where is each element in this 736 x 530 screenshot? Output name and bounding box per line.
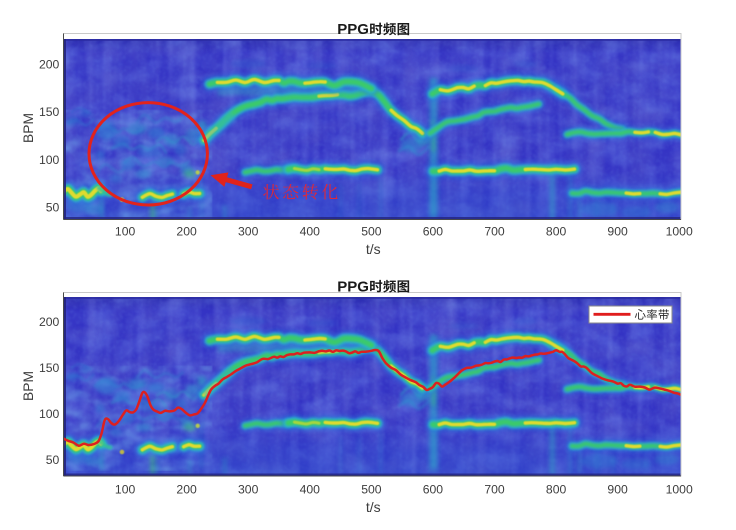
svg-text:600: 600 — [423, 483, 444, 497]
svg-text:400: 400 — [300, 483, 321, 497]
svg-text:300: 300 — [238, 483, 259, 497]
svg-text:200: 200 — [39, 57, 60, 71]
svg-text:200: 200 — [176, 225, 197, 239]
svg-text:300: 300 — [238, 225, 259, 239]
svg-text:50: 50 — [46, 453, 60, 467]
svg-text:700: 700 — [484, 225, 505, 239]
svg-text:150: 150 — [39, 105, 60, 119]
svg-text:800: 800 — [546, 225, 567, 239]
svg-text:t/s: t/s — [366, 241, 381, 257]
svg-text:200: 200 — [176, 483, 197, 497]
svg-text:100: 100 — [39, 153, 60, 167]
svg-text:PPG: PPG — [337, 278, 369, 295]
svg-text:900: 900 — [607, 225, 628, 239]
svg-text:t/s: t/s — [366, 499, 381, 515]
svg-text:800: 800 — [546, 483, 567, 497]
svg-text:BPM: BPM — [21, 113, 36, 143]
svg-text:150: 150 — [39, 361, 60, 375]
svg-text:PPG: PPG — [337, 21, 369, 38]
svg-text:BPM: BPM — [21, 371, 36, 401]
svg-text:100: 100 — [115, 225, 136, 239]
svg-text:600: 600 — [423, 225, 444, 239]
svg-text:500: 500 — [361, 483, 382, 497]
svg-text:50: 50 — [46, 201, 60, 215]
svg-text:700: 700 — [484, 483, 505, 497]
svg-text:200: 200 — [39, 315, 60, 329]
svg-text:100: 100 — [39, 407, 60, 421]
svg-text:1000: 1000 — [666, 483, 693, 497]
svg-text:500: 500 — [361, 225, 382, 239]
svg-text:900: 900 — [607, 483, 628, 497]
svg-text:100: 100 — [115, 483, 136, 497]
svg-text:1000: 1000 — [666, 225, 693, 239]
svg-text:400: 400 — [300, 225, 321, 239]
